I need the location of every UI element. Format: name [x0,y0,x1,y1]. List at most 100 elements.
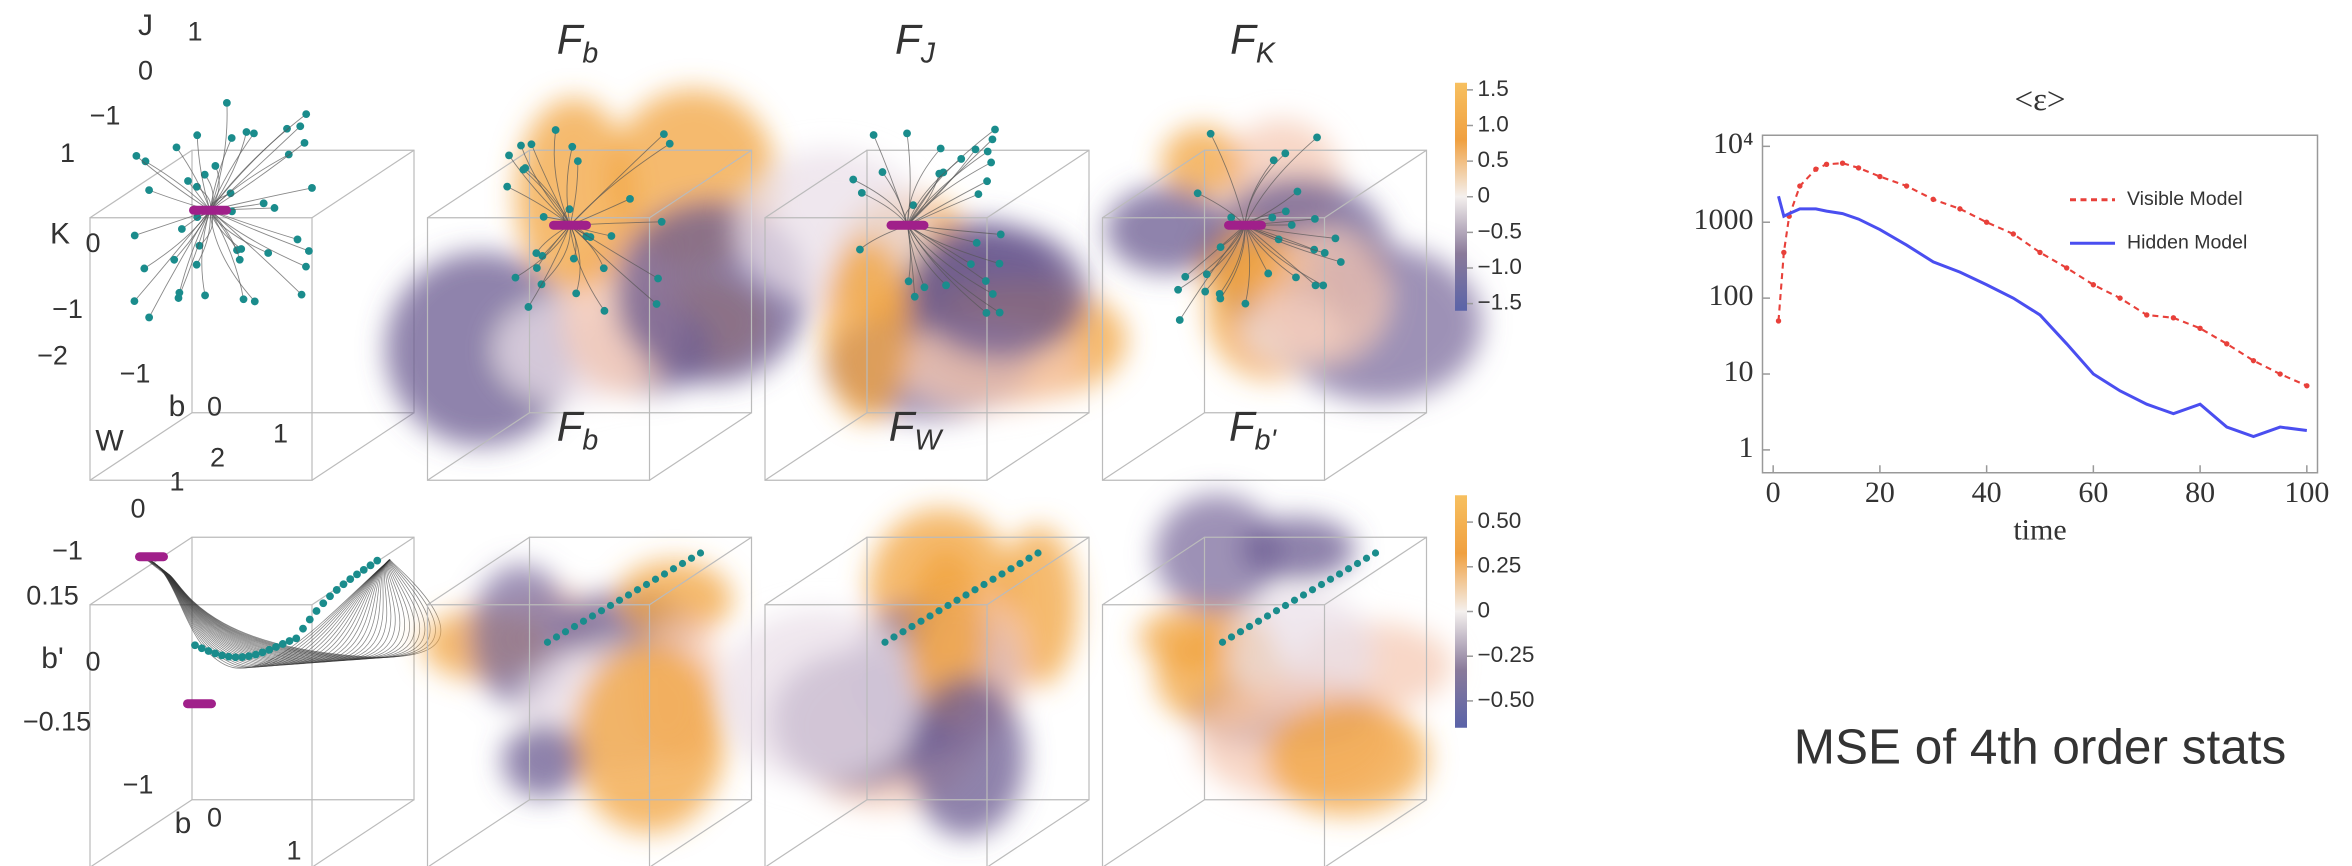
title: F [1230,15,1258,62]
panel-title: FK [1230,15,1277,68]
tick-label: 0 [1478,597,1491,622]
trajectory-end [1176,316,1184,324]
axis-label: b' [41,642,63,675]
trajectory [178,210,210,298]
trajectory-end [302,110,310,118]
title-subscript: b' [1255,424,1278,456]
trajectory-end [279,640,287,648]
trajectory-end [1228,633,1235,640]
trajectory-end [544,639,551,646]
title-subscript: b [582,37,598,69]
volume-panel: Fb [422,402,751,866]
trajectory-end [272,643,280,651]
trajectory [210,126,300,210]
trajectory-end [989,576,996,583]
trajectory-end [989,290,997,298]
trajectory-end [553,633,560,640]
trajectory-end [998,570,1005,577]
cube-edge [765,413,867,481]
trajectory-end [131,232,139,240]
trajectory-start [549,221,591,230]
trajectory-end [1216,295,1224,303]
trajectory-end [697,549,704,556]
trajectory-end [193,131,201,139]
cube-edge [312,800,414,866]
y-tick-label: 100 [1709,279,1754,312]
title: F [557,402,585,449]
panel-title: Fb [557,402,599,455]
trajectory-end [1311,215,1319,223]
trajectory-end [271,204,279,212]
volume-panel: FK [1103,15,1482,480]
trajectory-end [625,591,632,598]
trajectory-end [608,232,616,240]
trajectory-end [908,623,915,630]
trajectory-end [173,143,181,151]
axis-label: b [169,390,186,423]
trajectory-end [1332,234,1340,242]
trajectory-end [1241,300,1249,308]
trajectory-end [670,565,677,572]
trajectory-end [306,616,314,624]
trajectory-end [292,634,300,642]
trajectory-end [1268,214,1276,222]
density-blob [1266,701,1429,816]
trajectory-end [1273,607,1280,614]
trajectory-end [145,186,153,194]
trajectory-end [140,265,148,273]
trajectory-end [1181,273,1189,281]
trajectory-end [236,256,244,264]
trajectory-end [996,260,1004,268]
trajectory-end [373,557,381,565]
x-tick-label: 40 [1972,476,2002,509]
trajectory-end [1300,591,1307,598]
tick-label: 1 [273,418,288,448]
data-point [2144,312,2149,317]
trajectory-end [218,651,226,659]
tick-label: 1 [60,138,75,168]
trajectory-end [211,650,219,658]
tick-label: 0.50 [1478,508,1522,533]
trajectory-end [1007,565,1014,572]
trajectory-end [238,653,246,661]
trajectory-end [205,647,213,655]
trajectory-end [175,289,183,297]
colorbar [1455,495,1467,728]
trajectory-end [505,151,513,159]
data-point [1824,162,1829,167]
trajectory-end [1270,156,1278,164]
trajectory-end [1219,639,1226,646]
trajectory-end [580,618,587,625]
cube-edge [312,413,414,481]
page: {"chart_data": [ {"type": "scatter3d", "… [0,0,2352,866]
trajectory-end [1363,555,1370,562]
trajectory-end [962,591,969,598]
trajectory-end [333,586,341,594]
trajectory-end [1354,560,1361,567]
trajectory-end [1174,286,1182,294]
trajectory-end [191,641,199,649]
trajectory-end [259,649,267,657]
trajectory-end [302,263,310,271]
trajectory-end [658,218,666,226]
trajectory-end [503,183,511,191]
x-tick-label: 60 [2078,476,2108,509]
volume-density [1106,120,1482,402]
volume-panel: FJ [732,15,1127,480]
trajectory-end [1327,576,1334,583]
tick-label: 0 [138,55,153,85]
title-subscript: W [914,424,944,456]
trajectory-end [301,139,309,147]
legend-label: Hidden Model [2127,231,2247,253]
data-point [2304,383,2309,388]
trajectory-end [252,651,260,659]
trajectory-end [245,652,253,660]
tick-label: −1 [120,358,151,388]
trajectory-end [997,231,1005,239]
tick-label: 0 [130,493,145,523]
trajectory-end [574,157,582,165]
tick-label: 1 [169,466,184,496]
plot-frame [1763,135,2318,473]
data-point [2197,326,2202,331]
title-subscript: b [582,424,598,456]
